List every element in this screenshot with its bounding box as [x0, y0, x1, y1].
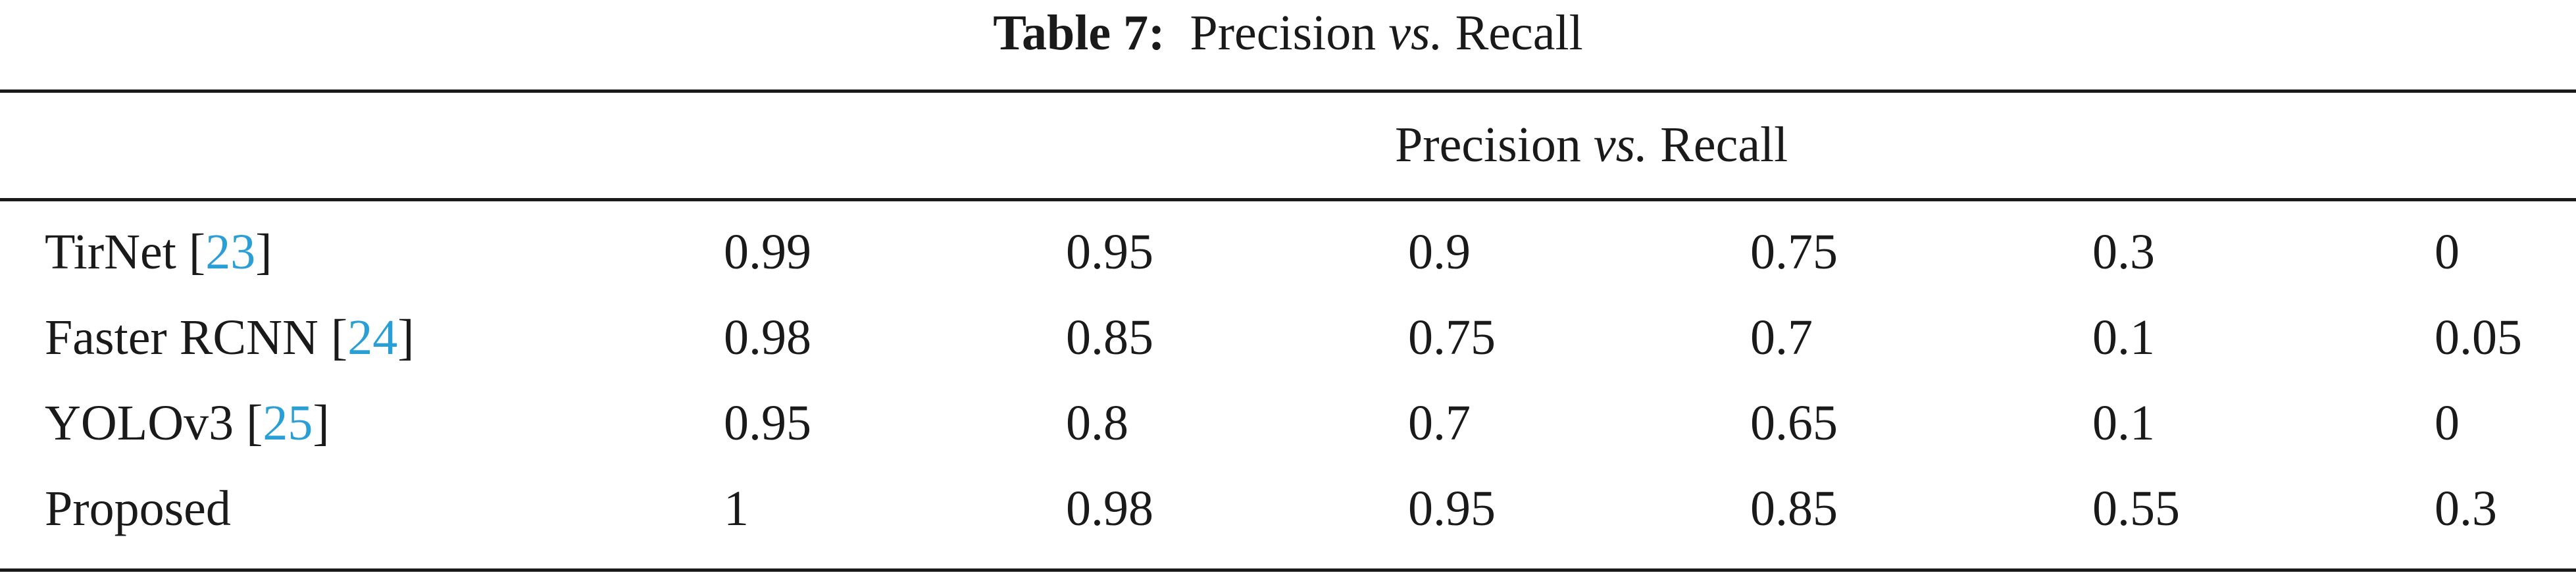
method-name: Proposed	[45, 466, 231, 551]
method-name: TirNet [23]	[45, 209, 272, 295]
bottom-rule	[0, 568, 2576, 572]
table-row: YOLOv3 [25] 0.95 0.8 0.7 0.65 0.1 0	[0, 380, 2576, 466]
value-cell: 0.95	[724, 395, 811, 451]
table-row: Proposed 1 0.98 0.95 0.85 0.55 0.3	[0, 466, 2576, 551]
citation-link[interactable]: 23	[205, 224, 256, 280]
citation-close: ]	[397, 310, 415, 365]
value-cell: 0.3	[2435, 481, 2497, 536]
value-cell: 0	[2435, 224, 2460, 280]
value-cell: 0.8	[1066, 395, 1128, 451]
value-cell: 0.55	[2092, 481, 2180, 536]
header-pre: Precision	[1395, 117, 1581, 172]
value-cell: 0.65	[1750, 395, 1838, 451]
value-cell: 0.98	[724, 310, 811, 365]
citation-close: ]	[255, 224, 272, 280]
citation-close: ]	[313, 395, 330, 451]
value-cell: 0.95	[1408, 481, 1496, 536]
value-cell: 0.9	[1408, 224, 1471, 280]
citation-link[interactable]: 24	[347, 310, 398, 365]
value-cell: 0.1	[2092, 310, 2155, 365]
caption-title-pre: Precision	[1190, 5, 1376, 61]
header-rule	[0, 198, 2576, 201]
method-name: YOLOv3 [25]	[45, 380, 330, 466]
method-label: Faster RCNN [	[45, 310, 348, 365]
value-cell: 0.98	[1066, 481, 1153, 536]
value-cell: 0.75	[1408, 310, 1496, 365]
table-caption: Table 7: Precision vs. Recall	[0, 0, 2576, 78]
value-cell: 0.05	[2435, 310, 2522, 365]
value-cell: 0	[2435, 395, 2460, 451]
value-cell: 0.7	[1408, 395, 1471, 451]
method-label: YOLOv3 [	[45, 395, 263, 451]
value-cell: 0.75	[1750, 224, 1838, 280]
value-cell: 0.85	[1750, 481, 1838, 536]
value-cell: 1	[724, 481, 749, 536]
value-cell: 0.1	[2092, 395, 2155, 451]
value-cell: 0.95	[1066, 224, 1153, 280]
value-cell: 0.3	[2092, 224, 2155, 280]
header-vs: vs.	[1593, 117, 1648, 172]
value-cell: 0.99	[724, 224, 811, 280]
method-label: TirNet [	[45, 224, 206, 280]
table-row: Faster RCNN [24] 0.98 0.85 0.75 0.7 0.1 …	[0, 295, 2576, 380]
method-label: Proposed	[45, 481, 231, 536]
column-group-header: Precision vs. Recall	[1395, 112, 1788, 178]
citation-link[interactable]: 25	[263, 395, 313, 451]
caption-title-post: Recall	[1455, 5, 1583, 61]
value-cell: 0.85	[1066, 310, 1153, 365]
method-name: Faster RCNN [24]	[45, 295, 415, 380]
table-label: Table 7:	[993, 5, 1165, 61]
value-cell: 0.7	[1750, 310, 1813, 365]
header-post: Recall	[1660, 117, 1788, 172]
top-rule	[0, 89, 2576, 93]
table-row: TirNet [23] 0.99 0.95 0.9 0.75 0.3 0	[0, 209, 2576, 295]
caption-title-vs: vs.	[1388, 5, 1443, 61]
